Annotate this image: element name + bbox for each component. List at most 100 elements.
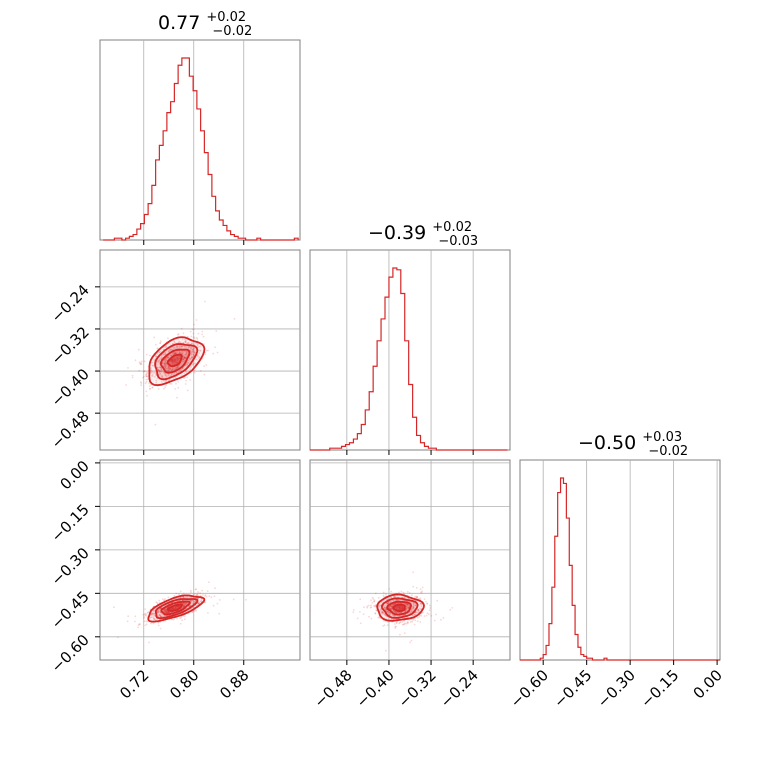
sample-point — [151, 386, 154, 389]
sample-point — [413, 607, 415, 609]
sample-point — [183, 356, 186, 358]
sample-point — [150, 622, 152, 625]
sample-point — [174, 606, 177, 609]
sample-point — [392, 603, 395, 606]
sample-point — [164, 367, 167, 370]
sample-point — [149, 616, 152, 619]
sample-point — [400, 605, 402, 608]
sample-point — [205, 595, 208, 598]
contour-line — [147, 594, 206, 623]
sample-point — [198, 352, 201, 354]
sample-point — [359, 611, 361, 613]
sample-point — [174, 388, 177, 390]
sample-point — [387, 612, 390, 614]
sample-point — [199, 594, 202, 597]
sample-point — [172, 373, 175, 376]
sample-point — [166, 369, 169, 371]
sample-point — [176, 606, 179, 609]
sample-point — [163, 380, 165, 382]
sample-point — [165, 384, 168, 387]
sample-point — [176, 351, 179, 354]
sample-point — [181, 358, 184, 361]
sample-point — [181, 619, 184, 622]
sample-point — [398, 622, 401, 625]
sample-point — [139, 363, 142, 366]
sample-point — [195, 319, 198, 321]
sample-point — [192, 332, 195, 335]
sample-point — [401, 605, 404, 608]
sample-point — [171, 618, 173, 621]
sample-point — [399, 605, 402, 608]
sample-point — [176, 605, 179, 608]
sample-point — [153, 359, 156, 362]
sample-point — [156, 609, 159, 612]
sample-point — [189, 330, 192, 333]
sample-point — [174, 358, 177, 361]
sample-point — [399, 607, 402, 610]
sample-point — [189, 368, 191, 371]
sample-point — [191, 346, 194, 348]
sample-point — [170, 383, 173, 385]
panel-frame — [99, 39, 301, 241]
y-tick-label: −0.32 — [48, 323, 93, 368]
x-tick-label: 0.72 — [116, 666, 152, 702]
x-tick-label: −0.48 — [310, 666, 355, 711]
sample-point — [174, 606, 177, 609]
sample-point — [150, 369, 153, 372]
sample-point — [146, 375, 149, 378]
sample-point — [182, 602, 184, 605]
sample-point — [167, 365, 170, 368]
sample-point — [199, 370, 202, 372]
sample-point — [155, 379, 158, 382]
y-tick-label: −0.45 — [48, 587, 93, 632]
sample-point — [142, 376, 144, 379]
sample-point — [139, 362, 141, 365]
sample-point — [195, 358, 198, 361]
sample-point — [416, 596, 418, 599]
sample-point — [173, 361, 176, 364]
sample-point — [413, 623, 416, 626]
sample-point — [406, 591, 409, 593]
sample-point — [245, 598, 247, 601]
sample-point — [396, 611, 399, 614]
sample-point — [156, 347, 159, 350]
sample-point — [177, 355, 180, 358]
sample-point — [153, 372, 155, 374]
sample-point — [384, 608, 387, 610]
sample-point — [382, 594, 385, 597]
sample-point — [413, 603, 416, 605]
sample-point — [204, 353, 207, 356]
sample-point — [179, 596, 182, 599]
sample-point — [159, 607, 162, 610]
sample-point — [418, 615, 421, 618]
x-tick-label: −0.45 — [550, 666, 595, 711]
sample-point — [413, 613, 416, 615]
sample-point — [189, 360, 191, 363]
sample-point — [181, 352, 184, 355]
sample-point — [395, 602, 397, 605]
sample-point — [164, 363, 167, 365]
sample-point — [167, 611, 170, 614]
sample-point — [196, 344, 199, 347]
sample-point — [395, 611, 398, 614]
sample-point — [163, 599, 166, 601]
sample-point — [392, 614, 395, 617]
sample-point — [197, 332, 200, 335]
sample-point — [396, 599, 398, 601]
sample-point — [427, 613, 430, 616]
sample-point — [178, 341, 181, 343]
sample-point — [403, 623, 405, 626]
sample-point — [380, 611, 383, 614]
sample-point — [383, 606, 386, 608]
y-tick-label: −0.40 — [48, 365, 93, 410]
sample-point — [182, 605, 185, 608]
sample-point — [193, 601, 196, 603]
sample-point — [401, 621, 404, 623]
sample-point — [193, 343, 196, 346]
sample-point — [215, 330, 218, 332]
sample-point — [160, 367, 163, 370]
sample-point — [193, 350, 196, 353]
sample-point — [197, 346, 200, 348]
sample-point — [158, 369, 161, 372]
sample-point — [167, 369, 170, 372]
